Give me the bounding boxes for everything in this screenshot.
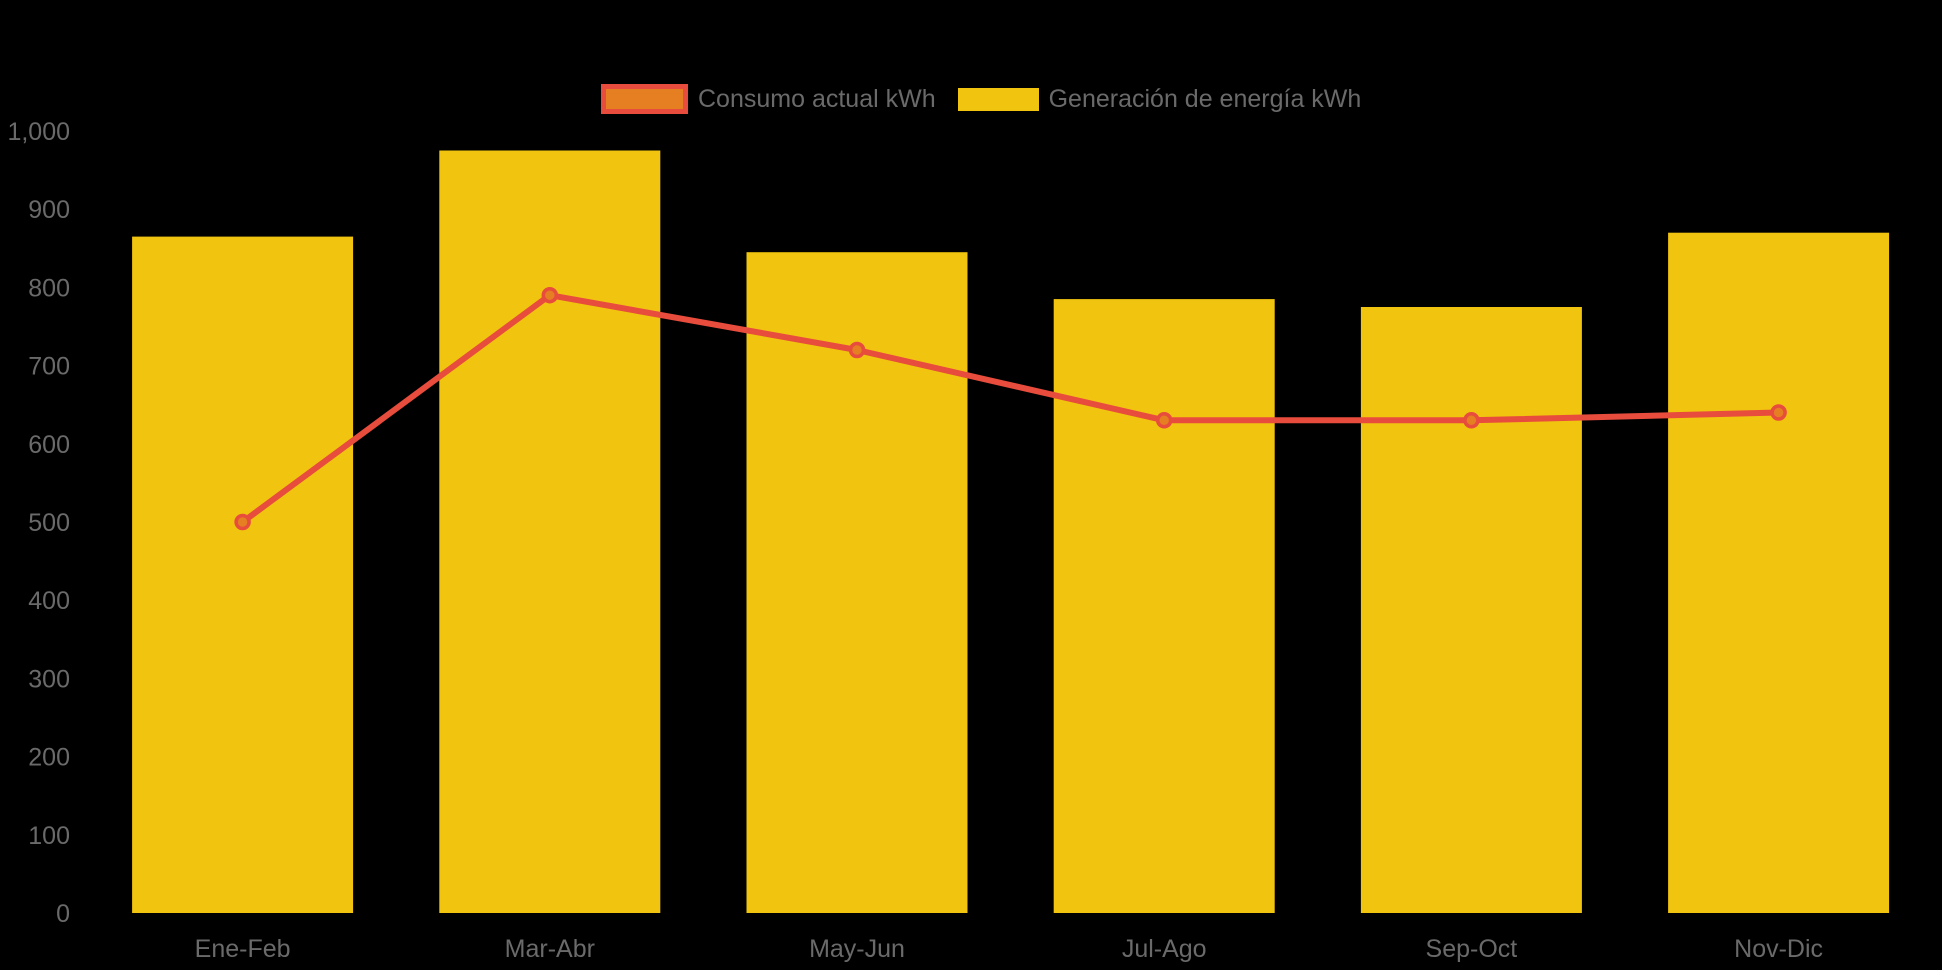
x-axis-category-label: Ene-Feb (195, 935, 291, 963)
line-marker-jul-ago[interactable] (1155, 412, 1173, 429)
bar-ene-feb[interactable] (132, 236, 354, 914)
line-marker-may-jun[interactable] (848, 341, 866, 359)
y-axis-tick-label: 800 (28, 274, 70, 302)
line-marker-nov-dic[interactable] (1770, 404, 1787, 421)
y-axis-tick-label: 600 (28, 431, 70, 459)
bar-mar-abr[interactable] (439, 150, 661, 914)
line-marker-sep-oct[interactable] (1463, 412, 1480, 429)
y-axis-tick-label: 100 (28, 822, 70, 850)
legend: Consumo actual kWh Generación de energía… (601, 84, 1361, 114)
x-axis-category-label: Mar-Abr (505, 935, 595, 963)
y-axis-tick-label: 400 (28, 587, 70, 615)
legend-swatch-generacion-icon (957, 87, 1039, 111)
bar-sep-oct[interactable] (1360, 307, 1582, 913)
legend-label-consumo: Consumo actual kWh (698, 85, 936, 113)
x-axis-category-label: May-Jun (809, 935, 905, 963)
x-axis-category-label: Sep-Oct (1426, 935, 1518, 963)
bar-jul-ago[interactable] (1053, 299, 1275, 914)
line-marker-mar-abr[interactable] (541, 286, 559, 304)
bar-nov-dic[interactable] (1668, 232, 1890, 913)
legend-item-generacion[interactable]: Generación de energía kWh (957, 84, 1362, 114)
y-axis-tick-label: 200 (28, 744, 70, 772)
y-axis-tick-label: 0 (56, 900, 70, 928)
legend-label-generacion: Generación de energía kWh (1048, 85, 1362, 113)
consumo-line (240, 292, 1779, 525)
y-axis-tick-label: 300 (28, 665, 70, 693)
y-axis-tick-label: 900 (28, 196, 70, 224)
x-axis-category-label: Jul-Ago (1122, 935, 1207, 963)
y-axis-tick-label: 1,000 (7, 118, 70, 146)
x-axis-category-label: Nov-Dic (1734, 935, 1823, 963)
legend-item-consumo[interactable]: Consumo actual kWh (601, 84, 936, 114)
y-axis-tick-label: 500 (28, 509, 70, 537)
bar-may-jun[interactable] (746, 252, 968, 913)
y-axis-tick-label: 700 (28, 353, 70, 381)
legend-swatch-consumo-icon (601, 84, 688, 114)
line-marker-ene-feb[interactable] (234, 513, 251, 531)
